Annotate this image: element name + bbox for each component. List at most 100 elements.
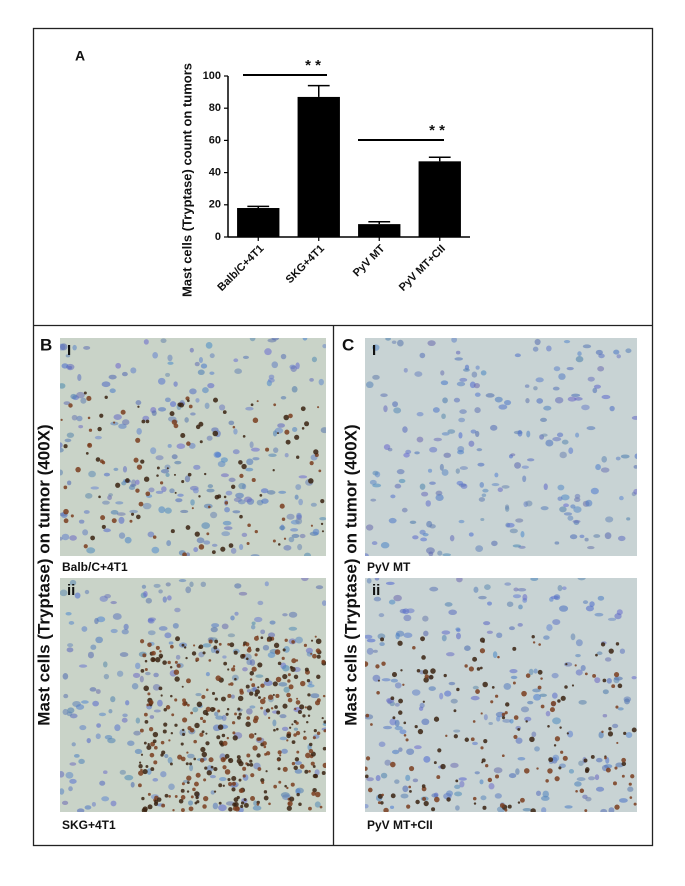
image-index: ii: [67, 582, 75, 599]
nucleus: [533, 386, 538, 391]
nucleus: [102, 661, 108, 668]
x-tick-label: Balb/C+4T1: [215, 243, 266, 294]
nucleus: [455, 468, 460, 474]
nucleus: [251, 621, 256, 625]
nucleus: [585, 605, 594, 612]
stain: [564, 685, 568, 689]
stain: [617, 683, 623, 689]
nucleus: [456, 381, 466, 387]
nucleus: [441, 469, 449, 476]
stain: [476, 667, 481, 671]
nucleus: [142, 415, 150, 421]
nucleus: [145, 597, 152, 604]
nucleus: [122, 713, 128, 718]
stain: [181, 728, 185, 732]
nucleus: [249, 659, 256, 666]
stain: [202, 719, 206, 724]
nucleus: [568, 769, 575, 774]
nucleus: [121, 717, 128, 723]
stain: [323, 729, 326, 733]
stain: [176, 663, 181, 668]
stain: [501, 754, 505, 758]
nucleus: [600, 467, 610, 473]
nucleus: [543, 635, 550, 640]
stain: [295, 659, 299, 662]
nucleus: [598, 353, 605, 359]
nucleus: [595, 463, 601, 471]
nucleus: [311, 356, 318, 363]
nucleus: [294, 769, 303, 774]
nucleus: [479, 481, 485, 488]
stain: [291, 740, 296, 745]
nucleus: [451, 338, 458, 343]
stain: [135, 488, 140, 493]
nucleus: [527, 700, 534, 705]
stain: [270, 707, 274, 710]
nucleus: [468, 532, 474, 537]
stain: [208, 639, 213, 644]
nucleus: [454, 791, 463, 797]
nucleus: [399, 729, 407, 735]
nucleus: [614, 613, 622, 620]
y-tick-label: 40: [209, 167, 221, 179]
y-tick-label: 20: [209, 199, 221, 211]
nucleus: [458, 519, 465, 524]
nucleus: [440, 380, 449, 386]
stain: [538, 643, 541, 646]
stain: [222, 784, 225, 787]
stain: [616, 741, 619, 745]
stain: [63, 485, 68, 490]
nucleus: [543, 405, 552, 411]
nucleus: [460, 483, 468, 489]
stain: [140, 459, 145, 464]
nucleus: [602, 714, 608, 718]
stain: [275, 676, 282, 683]
nucleus: [631, 415, 637, 420]
stain: [95, 457, 101, 462]
nucleus: [296, 512, 302, 519]
nucleus: [207, 484, 214, 489]
nucleus: [559, 506, 567, 513]
stain: [166, 467, 169, 470]
stain: [287, 801, 293, 807]
nucleus: [280, 396, 287, 400]
significance-label: * *: [305, 57, 321, 74]
stain: [257, 662, 263, 668]
nucleus: [384, 759, 391, 766]
stain: [242, 774, 246, 778]
nucleus: [441, 413, 446, 420]
stain: [239, 473, 244, 479]
stain: [390, 793, 396, 799]
nucleus: [393, 407, 402, 414]
stain: [446, 797, 451, 802]
stain: [286, 786, 289, 790]
nucleus: [151, 546, 160, 554]
nucleus: [253, 800, 258, 806]
nucleus: [444, 602, 453, 607]
nucleus: [122, 465, 128, 473]
stain: [188, 404, 193, 409]
stain: [391, 672, 398, 678]
stain: [75, 466, 81, 473]
nucleus: [453, 397, 461, 403]
nucleus: [278, 682, 288, 687]
nucleus: [196, 537, 205, 544]
stain: [129, 519, 133, 523]
stain: [186, 441, 191, 446]
stain: [381, 661, 386, 666]
nucleus: [594, 774, 600, 781]
nucleus: [77, 374, 82, 381]
stain: [298, 802, 302, 806]
stain: [259, 494, 263, 497]
stain: [191, 651, 197, 656]
stain: [259, 698, 266, 705]
stain: [276, 710, 281, 715]
nucleus: [446, 652, 455, 657]
nucleus: [492, 651, 498, 659]
nucleus: [566, 366, 574, 371]
nucleus: [459, 409, 467, 414]
stain: [198, 644, 204, 650]
nucleus: [87, 651, 94, 659]
stain: [549, 707, 555, 713]
nucleus: [574, 497, 581, 503]
